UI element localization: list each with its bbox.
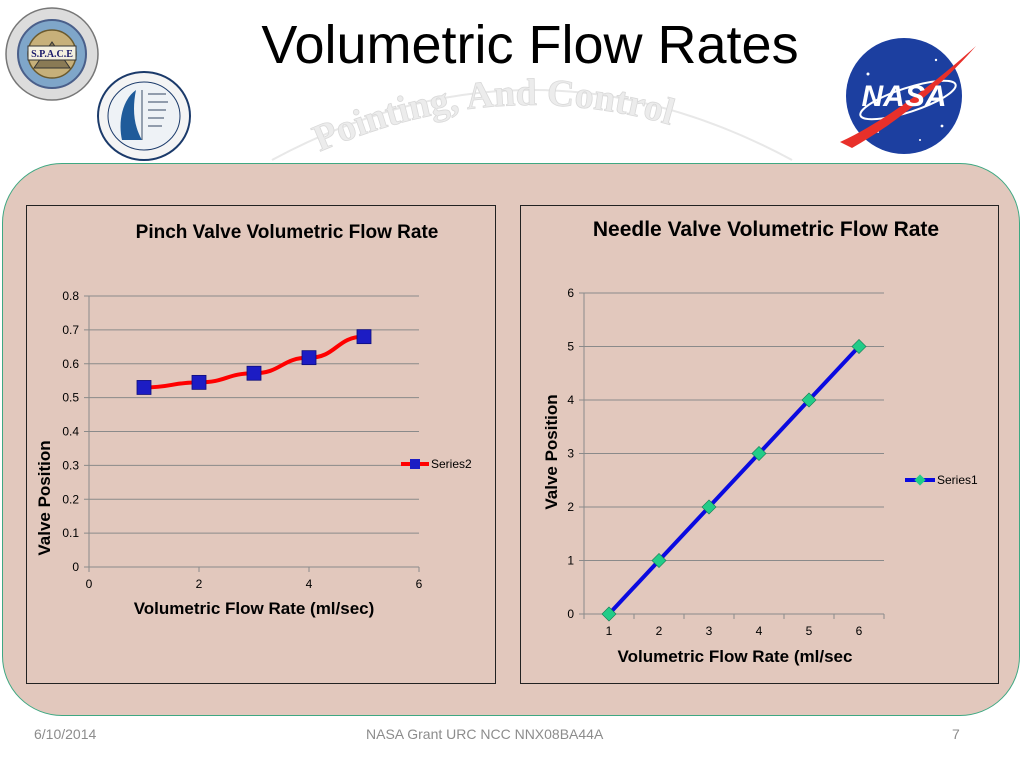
legend: Series2: [401, 457, 472, 471]
x-tick-label: 6: [416, 577, 423, 591]
footer-page-number: 7: [952, 726, 960, 742]
data-point: [356, 329, 372, 345]
data-point: [801, 392, 817, 408]
y-tick-label: 0.8: [62, 289, 79, 303]
nasa-logo-text: NASA: [861, 80, 946, 113]
y-tick-label: 0.4: [62, 425, 79, 439]
y-tick-label: 5: [567, 340, 574, 354]
legend-label: Series1: [937, 473, 978, 487]
footer-date: 6/10/2014: [34, 726, 97, 742]
y-tick-label: 0.2: [62, 492, 79, 506]
y-tick-label: 0: [567, 607, 574, 621]
y-tick-label: 6: [567, 286, 574, 300]
y-axis-label: Valve Position: [542, 394, 561, 509]
data-point: [191, 374, 207, 390]
watermark-logo: Pointing, And Control: [271, 72, 793, 161]
y-tick-label: 2: [567, 500, 574, 514]
svg-text:Pointing, And Control: Pointing, And Control: [307, 72, 679, 160]
x-tick-label: 2: [196, 577, 203, 591]
y-tick-label: 0.5: [62, 391, 79, 405]
x-tick-label: 4: [306, 577, 313, 591]
data-point: [701, 499, 717, 515]
y-tick-label: 0.7: [62, 323, 79, 337]
series-line: [607, 345, 861, 616]
legend-marker: [410, 459, 420, 469]
data-point: [136, 380, 152, 395]
x-tick-label: 0: [86, 577, 93, 591]
y-tick-label: 3: [567, 447, 574, 461]
data-point: [601, 606, 617, 622]
data-point: [651, 553, 667, 568]
x-tick-label: 1: [606, 624, 613, 638]
y-tick-label: 0.3: [62, 458, 79, 472]
needle-valve-chart-svg: Needle Valve Volumetric Flow Rate 0 1 2 3 4 5…: [542, 218, 978, 666]
legend-label: Series2: [431, 457, 472, 471]
y-axis-label: Valve Position: [35, 440, 54, 555]
x-axis-label: Volumetric Flow Rate (ml/sec): [134, 599, 375, 618]
x-axis-label: Volumetric Flow Rate (ml/sec: [618, 647, 853, 666]
space-lab-logo: S.P.A.C.E: [5, 7, 99, 101]
y-tick-label: 0: [72, 560, 79, 574]
x-tick-label: 6: [856, 624, 863, 638]
legend-marker: [914, 474, 926, 486]
chart-title: Pinch Valve Volumetric Flow Rate: [136, 222, 439, 243]
y-tick-label: 1: [567, 554, 574, 568]
data-point: [851, 339, 867, 354]
watermark-text: Pointing, And Control: [306, 72, 679, 161]
slide-title: Volumetric Flow Rates: [261, 15, 799, 75]
data-point: [301, 350, 317, 366]
y-tick-label: 0.1: [62, 526, 79, 540]
chart-title: Needle Valve Volumetric Flow Rate: [592, 218, 940, 241]
university-seal-logo: [97, 71, 191, 161]
pinch-valve-chart: Pinch Valve Volumetric Flow Rate 0 0.1 0.2…: [26, 205, 496, 684]
x-tick-label: 4: [756, 624, 763, 638]
needle-valve-chart: Needle Valve Volumetric Flow Rate 0 1 2 3 4 5…: [520, 205, 999, 684]
y-tick-label: 4: [567, 393, 574, 407]
data-point: [751, 446, 767, 461]
x-tick-label: 5: [806, 624, 813, 638]
legend: Series1: [905, 473, 978, 487]
y-tick-label: 0.6: [62, 357, 79, 371]
space-logo-text: S.P.A.C.E: [31, 49, 73, 60]
x-tick-label: 2: [656, 624, 663, 638]
data-point: [246, 365, 262, 381]
nasa-logo: NASA: [840, 38, 976, 154]
x-tick-label: 3: [706, 624, 713, 638]
footer-grant: NASA Grant URC NCC NNX08BA44A: [366, 726, 604, 742]
pinch-valve-chart-svg: Pinch Valve Volumetric Flow Rate 0 0.1 0.2…: [35, 222, 472, 618]
